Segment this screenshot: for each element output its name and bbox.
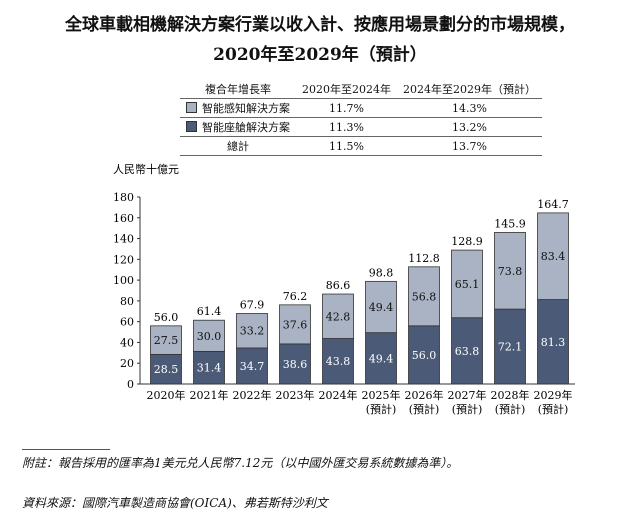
cagr-value: 11.5% xyxy=(296,136,397,156)
bar-perception xyxy=(537,212,569,300)
total-label: 76.2 xyxy=(283,290,308,303)
data-label: 73.8 xyxy=(498,265,523,278)
cagr-value: 13.2% xyxy=(397,117,542,137)
x-tick-label: 2028年 xyxy=(491,388,530,402)
source: 資料來源：國際汽車製造商協會(OICA)、弗若斯特沙利文 xyxy=(22,496,328,510)
chart-title: 全球車載相機解決方案行業以收入計、按應用場景劃分的市場規模， xyxy=(65,15,575,35)
bar-cockpit xyxy=(494,308,526,385)
data-label: 37.6 xyxy=(283,318,308,331)
data-label: 72.1 xyxy=(498,341,523,354)
x-tick-label: 2023年 xyxy=(276,388,315,402)
x-tick-label: 2029年 xyxy=(534,388,573,402)
data-label: 63.8 xyxy=(455,345,480,358)
total-label: 86.6 xyxy=(326,279,351,292)
y-tick-label: 60 xyxy=(120,316,134,329)
bar-cockpit xyxy=(236,347,268,385)
footnote: 附註：報告採用的匯率為1美元兑人民幣7.12元（以中國外匯交易系統數據為準）。 xyxy=(22,456,459,470)
legend-label: 智能座艙解決方案 xyxy=(202,121,290,134)
y-tick-label: 20 xyxy=(120,357,134,370)
bar-cockpit xyxy=(537,299,569,385)
data-label: 27.5 xyxy=(154,334,179,347)
cagr-value: 11.7% xyxy=(296,98,397,118)
data-label: 49.4 xyxy=(369,301,394,314)
bar-cockpit xyxy=(150,353,182,385)
x-tick-sublabel: (預計) xyxy=(452,402,483,416)
cagr-row-label: 智能感知解決方案 xyxy=(180,98,296,118)
y-axis-label: 人民幣十億元 xyxy=(113,162,179,176)
total-label: 128.9 xyxy=(451,235,483,248)
bar-perception xyxy=(279,304,311,345)
x-tick-sublabel: (預計) xyxy=(409,402,440,416)
total-label: 56.0 xyxy=(154,311,179,324)
y-tick-label: 40 xyxy=(120,336,134,349)
x-tick-label: 2027年 xyxy=(448,388,487,402)
y-tick-label: 140 xyxy=(113,233,134,246)
y-tick-label: 80 xyxy=(120,295,134,308)
legend-swatch-cockpit xyxy=(186,121,197,132)
x-tick-sublabel: (預計) xyxy=(495,402,526,416)
x-tick-sublabel: (預計) xyxy=(538,402,569,416)
x-tick-label: 2025年 xyxy=(362,388,401,402)
total-label: 145.9 xyxy=(494,217,526,230)
data-label: 30.0 xyxy=(197,330,222,343)
footnote-divider xyxy=(22,449,110,450)
data-label: 56.0 xyxy=(412,349,437,362)
total-label: 61.4 xyxy=(197,305,222,318)
y-tick-label: 180 xyxy=(113,191,134,204)
cagr-value: 13.7% xyxy=(397,136,542,156)
x-tick-label: 2026年 xyxy=(405,388,444,402)
data-label: 49.4 xyxy=(369,352,394,365)
bar-perception xyxy=(150,325,182,355)
cagr-header: 2020年至2024年 xyxy=(302,83,391,96)
total-label: 67.9 xyxy=(240,298,265,311)
data-label: 33.2 xyxy=(240,325,265,338)
data-label: 31.4 xyxy=(197,362,222,375)
total-label: 164.7 xyxy=(537,198,569,211)
data-label: 34.7 xyxy=(240,360,265,373)
total-label: 112.8 xyxy=(408,252,440,265)
legend-swatch-perception xyxy=(186,102,197,113)
x-tick-label: 2021年 xyxy=(190,388,229,402)
bar-perception xyxy=(494,232,526,310)
cagr-header: 2024年至2029年（預計） xyxy=(403,83,536,96)
bar-cockpit xyxy=(451,317,483,385)
y-tick-label: 0 xyxy=(127,378,134,391)
data-label: 65.1 xyxy=(455,278,480,291)
bar-perception xyxy=(451,249,483,319)
data-label: 43.8 xyxy=(326,355,351,368)
data-label: 28.5 xyxy=(154,363,179,376)
data-label: 81.3 xyxy=(541,336,566,349)
bar-perception xyxy=(408,266,440,327)
data-label: 42.8 xyxy=(326,310,351,323)
y-tick-label: 100 xyxy=(113,274,134,287)
data-label: 83.4 xyxy=(541,250,566,263)
x-tick-label: 2020年 xyxy=(147,388,186,402)
total-label: 98.8 xyxy=(369,266,394,279)
y-tick-label: 120 xyxy=(113,253,134,266)
bar-perception xyxy=(322,293,354,339)
cagr-value: 14.3% xyxy=(397,98,542,118)
y-tick-label: 160 xyxy=(113,212,134,225)
bar-perception xyxy=(365,280,397,334)
data-label: 38.6 xyxy=(283,358,308,371)
cagr-row-label: 總計 xyxy=(180,136,296,156)
bar-perception xyxy=(236,313,268,349)
cagr-value: 11.3% xyxy=(296,117,397,137)
bar-cockpit xyxy=(322,338,354,385)
bar-cockpit xyxy=(365,332,397,385)
chart-subtitle: 2020年至2029年（預計） xyxy=(213,45,427,65)
cagr-header: 複合年增長率 xyxy=(205,83,271,96)
x-tick-label: 2024年 xyxy=(319,388,358,402)
x-tick-label: 2022年 xyxy=(233,388,272,402)
legend-label: 智能感知解決方案 xyxy=(202,102,290,115)
x-tick-sublabel: (預計) xyxy=(366,402,397,416)
bar-perception xyxy=(193,319,225,352)
data-label: 56.8 xyxy=(412,290,437,303)
cagr-row-label: 智能座艙解決方案 xyxy=(180,117,296,137)
cagr-table: 複合年增長率 2020年至2024年 2024年至2029年（預計） 智能感知解決方… xyxy=(180,80,542,156)
